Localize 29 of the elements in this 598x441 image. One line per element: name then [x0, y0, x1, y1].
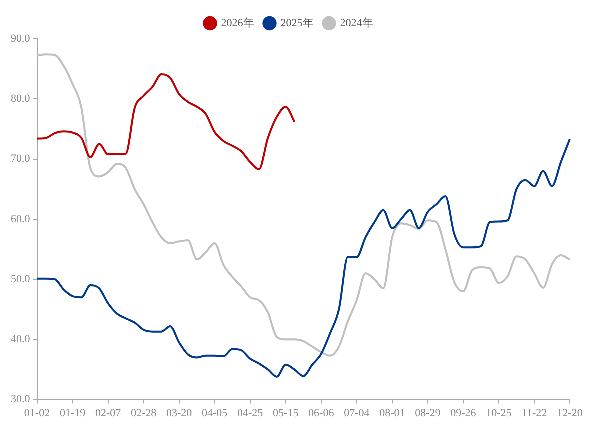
- legend-label: 2025年: [280, 17, 314, 30]
- x-tick-label: 11-22: [522, 407, 548, 420]
- x-tick-label: 04-25: [238, 407, 264, 420]
- x-tick-label: 10-25: [486, 407, 512, 420]
- x-tick-label: 05-15: [273, 407, 300, 420]
- y-tick-label: 80.0: [11, 93, 31, 106]
- x-tick-label: 04-05: [202, 407, 228, 420]
- x-tick-label: 09-26: [450, 407, 477, 420]
- x-tick-label: 02-07: [95, 407, 122, 420]
- y-tick-label: 70.0: [11, 153, 31, 166]
- x-tick-label: 01-19: [60, 407, 86, 420]
- x-tick-label: 06-06: [308, 407, 335, 420]
- x-tick-label: 08-29: [415, 407, 442, 420]
- x-tick-label: 12-20: [557, 407, 584, 420]
- x-tick-label: 01-02: [24, 407, 50, 420]
- x-tick-label: 02-28: [130, 407, 158, 420]
- line-series: [36, 73, 296, 170]
- y-tick-label: 90.0: [11, 32, 31, 45]
- y-tick-label: 40.0: [11, 334, 31, 346]
- y-tick-label: 50.0: [11, 273, 31, 286]
- x-tick-label: 03-20: [166, 407, 193, 420]
- y-tick-label: 30.0: [11, 394, 31, 406]
- x-tick-label: 08-01: [380, 407, 406, 420]
- line-series: [36, 54, 571, 357]
- y-tick-label: 60.0: [11, 213, 31, 226]
- line-series: [36, 138, 571, 378]
- legend-label: 2024年: [340, 17, 374, 30]
- legend-label: 2026年: [221, 17, 254, 30]
- x-tick-label: 07-04: [344, 407, 370, 420]
